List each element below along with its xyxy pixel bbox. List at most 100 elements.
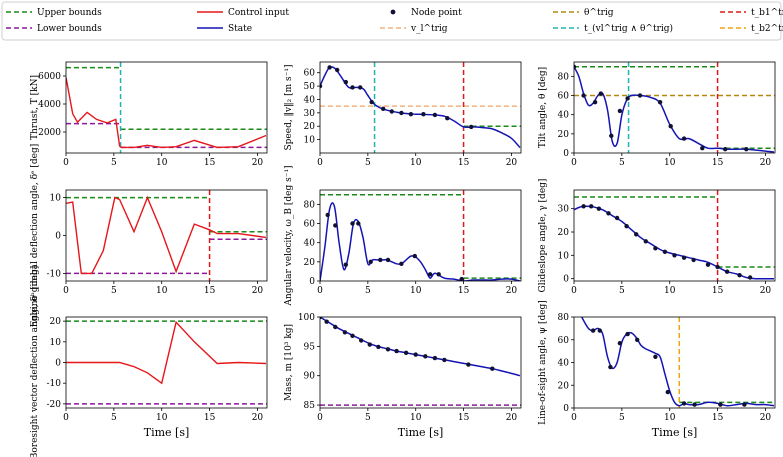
plot-area <box>320 317 521 406</box>
y-tick-label: -10 <box>47 269 62 279</box>
x-axis-label: Time [s] <box>398 426 444 439</box>
node-point <box>581 93 586 98</box>
y-tick-label: 50 <box>304 82 316 92</box>
legend-frame <box>1 1 782 41</box>
x-tick-label: 0 <box>63 158 69 168</box>
x-tick-label: 20 <box>506 158 518 168</box>
node-point <box>333 223 338 228</box>
panel-angvel: 0 5 10 15 20 0 20 40 60 80 Angular velocity, ω_B [… <box>284 165 522 307</box>
legend-label: v_l^trig <box>410 24 448 34</box>
x-tick-label: 5 <box>365 158 371 168</box>
node-point <box>320 83 323 89</box>
node-point <box>356 221 361 226</box>
node-point <box>625 96 630 101</box>
axes-frame <box>319 316 522 409</box>
node-point <box>614 215 620 221</box>
y-tick-label: 0 <box>309 277 315 287</box>
axes-frame <box>65 189 268 282</box>
node-point <box>333 324 338 330</box>
y-tick-label: 60 <box>304 69 316 79</box>
node-point <box>445 116 450 121</box>
node-point <box>598 91 603 96</box>
state-line <box>574 205 774 280</box>
y-tick-label: 0 <box>563 275 569 285</box>
y-axis-label: Line-of-sight angle, ψ [deg] <box>538 300 548 425</box>
y-tick-label: 60 <box>558 92 570 102</box>
node-point <box>350 221 355 226</box>
x-tick-label: 10 <box>156 413 168 423</box>
node-point <box>432 355 438 361</box>
legend-label: Node point <box>411 8 462 18</box>
x-tick-label: 15 <box>204 286 216 296</box>
plot-area <box>581 317 775 408</box>
node-point <box>723 147 728 152</box>
state-line <box>320 202 521 281</box>
node-point <box>590 328 596 333</box>
state-line <box>574 66 775 153</box>
node-point <box>608 364 613 370</box>
y-tick-label: 90 <box>304 372 316 382</box>
node-point <box>325 212 330 218</box>
node-point <box>335 67 340 73</box>
x-tick-label: 5 <box>111 413 117 423</box>
node-point <box>657 100 663 105</box>
x-tick-label: 20 <box>760 413 772 423</box>
y-tick-label: 4000 <box>38 100 61 110</box>
axes-frame <box>573 189 776 282</box>
node-point <box>423 354 428 359</box>
node-point <box>376 344 381 350</box>
x-tick-label: 10 <box>410 158 422 168</box>
panel-glideslope: 0 5 10 15 20 0 10 20 30 Glideslope angle, γ [deg] <box>538 179 776 296</box>
node-point <box>421 112 426 117</box>
y-tick-label: 20 <box>558 228 570 238</box>
node-point <box>742 402 747 407</box>
node-point <box>408 112 414 117</box>
plot-area <box>66 320 267 405</box>
y-tick-label: 6000 <box>38 72 61 82</box>
node-point <box>412 253 417 259</box>
y-tick-label: 80 <box>558 72 570 82</box>
x-tick-label: 10 <box>664 413 676 423</box>
y-axis-label: Angular velocity, ω_B [deg s⁻¹] <box>284 165 294 306</box>
y-tick-label: 10 <box>304 136 316 146</box>
node-point <box>342 330 348 335</box>
node-point <box>350 333 355 338</box>
y-tick-label: 60 <box>304 220 316 230</box>
state-line <box>581 317 775 407</box>
x-tick-label: 5 <box>365 413 371 423</box>
legend-label: Upper bounds <box>37 8 102 18</box>
node-point <box>378 257 383 263</box>
node-point <box>324 319 329 324</box>
node-point <box>668 124 673 129</box>
node-point <box>432 112 438 118</box>
y-axis-label: Speed, ‖v‖₂ [m s⁻¹] <box>284 64 294 150</box>
y-tick-label: 80 <box>558 313 570 323</box>
node-point <box>469 124 474 130</box>
x-tick-label: 20 <box>506 286 518 296</box>
axes-frame <box>319 189 522 282</box>
y-tick-label: 0 <box>55 232 61 242</box>
node-point <box>385 257 391 263</box>
node-point <box>413 352 418 357</box>
x-tick-label: 0 <box>317 158 323 168</box>
plot-area <box>320 62 521 153</box>
x-tick-label: 15 <box>458 158 470 168</box>
node-point <box>724 269 730 274</box>
node-point <box>399 110 404 116</box>
y-axis-label: Glideslope angle, γ [deg] <box>538 179 548 293</box>
legend-label: t_b2^trig <box>751 24 783 34</box>
node-point <box>747 275 753 280</box>
y-tick-label: 30 <box>558 205 570 215</box>
x-tick-label: 20 <box>760 158 772 168</box>
node-point <box>399 261 404 266</box>
node-point <box>681 401 687 406</box>
y-tick-label: 20 <box>558 130 570 140</box>
x-tick-label: 0 <box>63 286 69 296</box>
node-point <box>466 362 471 367</box>
node-point <box>665 389 670 395</box>
node-point <box>442 357 447 363</box>
y-tick-label: 40 <box>304 95 316 105</box>
